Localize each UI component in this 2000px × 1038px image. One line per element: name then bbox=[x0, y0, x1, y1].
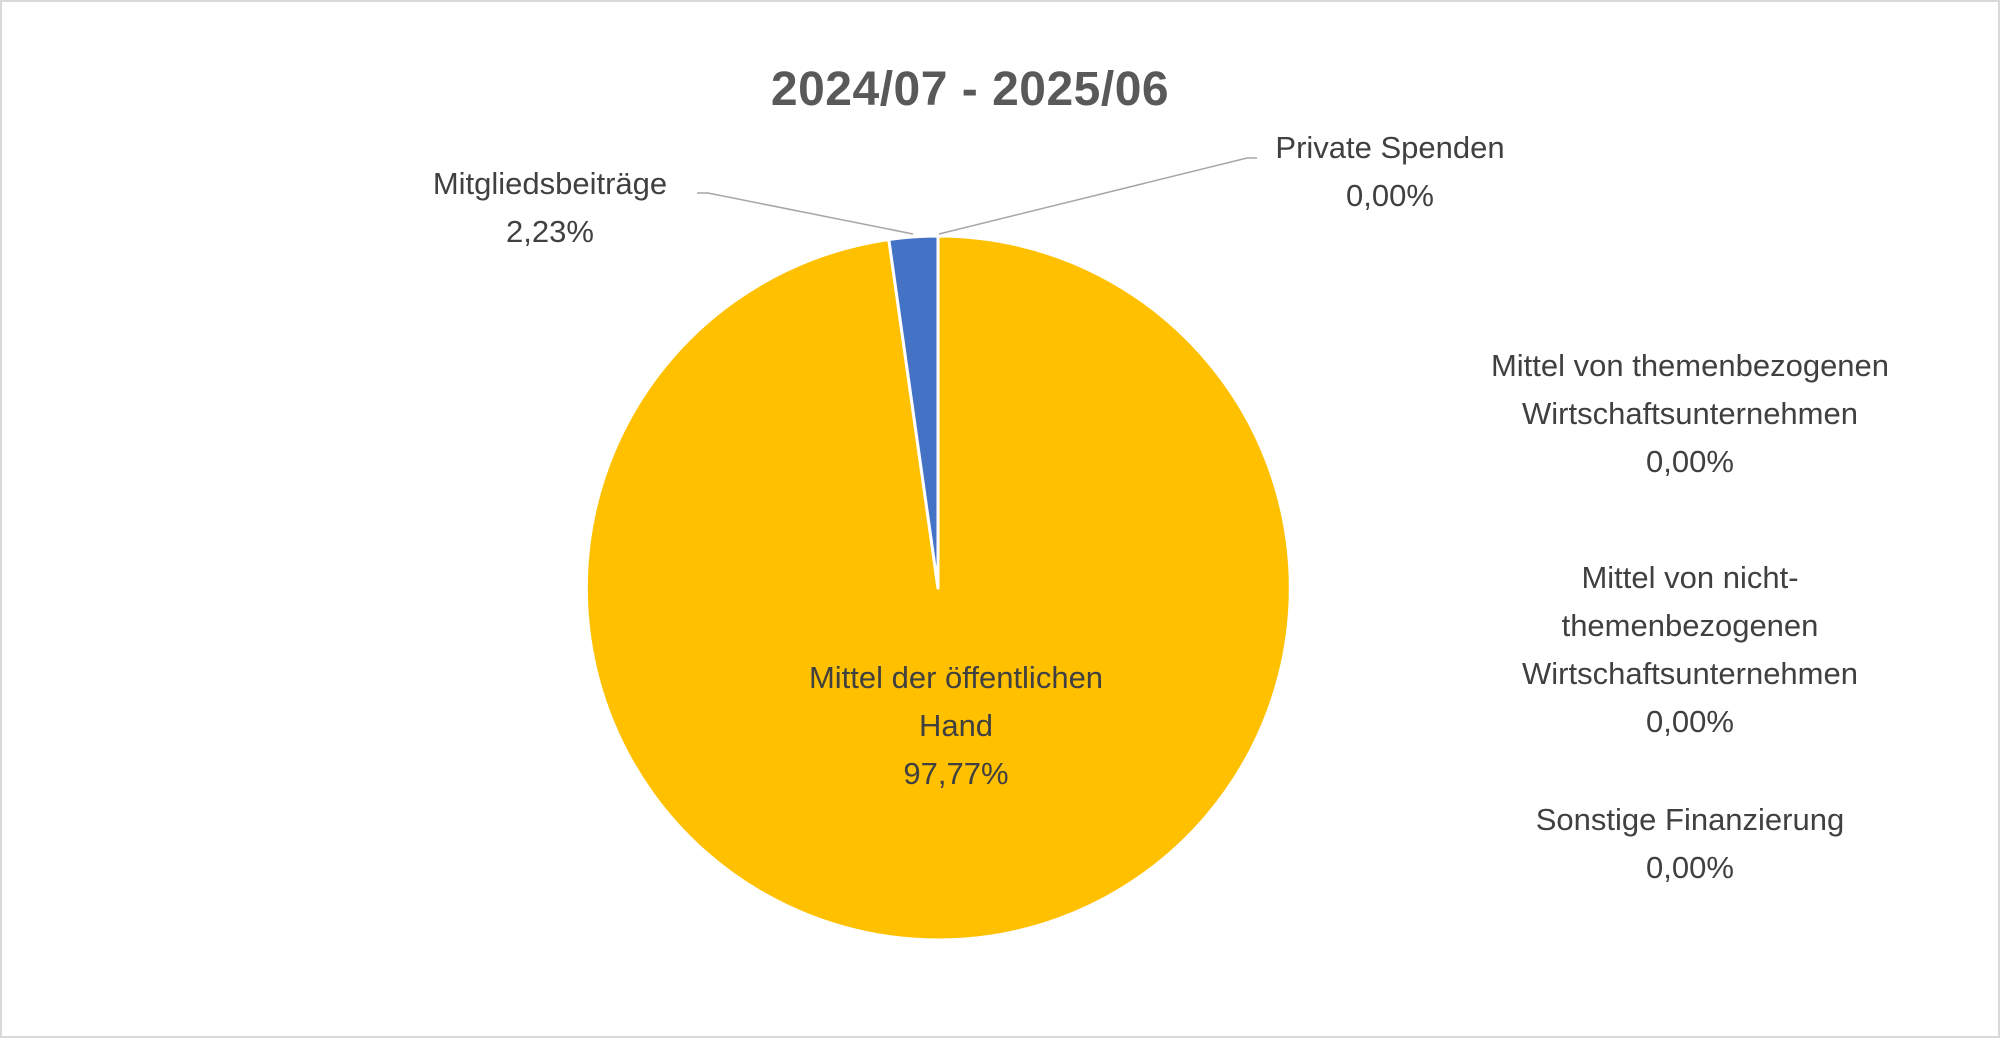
data-label-private-spenden: Private Spenden 0,00% bbox=[1275, 130, 1505, 213]
slice-mitgliedsbeitraege[interactable] bbox=[887, 234, 940, 590]
data-label-oeffentliche-hand: Mittel der öffentlichen Hand 97,77% bbox=[808, 660, 1104, 791]
data-label-sonstige-finanzierung: Sonstige Finanzierung 0,00% bbox=[1535, 802, 1845, 885]
data-label-themenbezogene-unternehmen: Mittel von themenbezogenen Wirtschaftsun… bbox=[1490, 348, 1890, 479]
leader-line-private-spenden bbox=[938, 157, 1257, 235]
data-label-mitgliedsbeitraege: Mitgliedsbeiträge 2,23% bbox=[432, 166, 668, 249]
leader-line-mitgliedsbeitraege bbox=[697, 192, 914, 235]
data-label-nicht-themenbezogene-unternehmen: Mittel von nicht- themenbezogenen Wirtsc… bbox=[1522, 560, 1858, 739]
chart-title: 2024/07 - 2025/06 bbox=[770, 63, 1170, 116]
